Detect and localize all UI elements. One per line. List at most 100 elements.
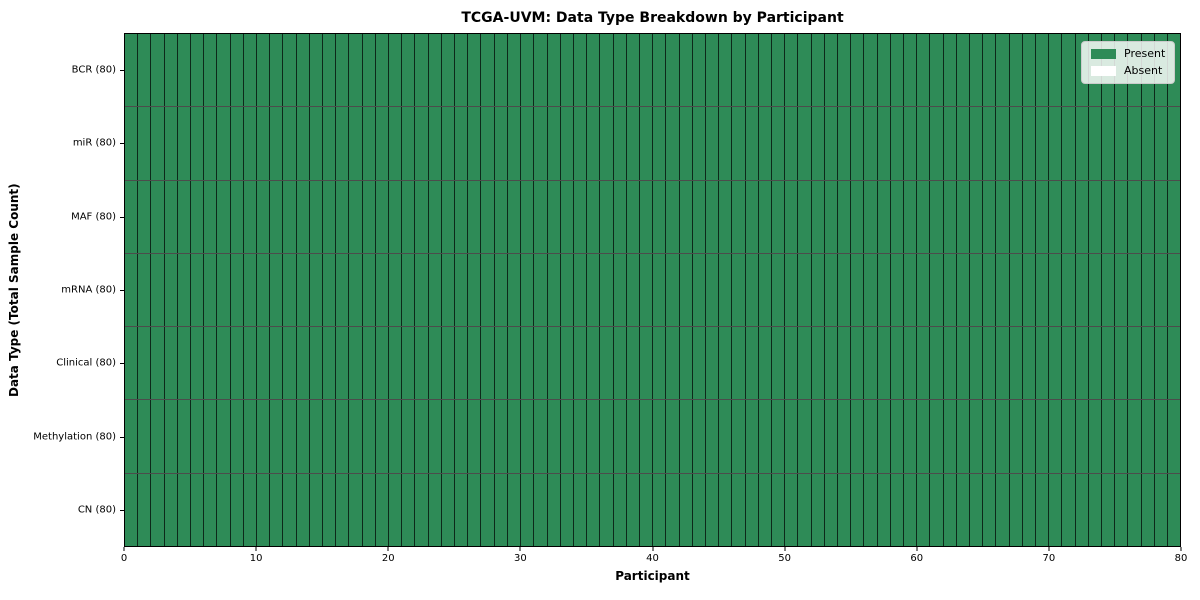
- heatmap-cell: [890, 107, 904, 180]
- heatmap-cell: [191, 327, 205, 400]
- heatmap-cell: [692, 400, 706, 473]
- heatmap-cell: [270, 327, 284, 400]
- heatmap-cell: [903, 473, 918, 546]
- heatmap-cell: [191, 180, 205, 253]
- legend-item: Absent: [1091, 65, 1165, 77]
- heatmap-cell: [521, 107, 535, 180]
- heatmap-cell: [560, 107, 574, 180]
- heatmap-cell: [745, 400, 759, 473]
- heatmap-cell: [1062, 107, 1076, 180]
- heatmap-cell: [745, 473, 759, 546]
- heatmap-cell: [230, 253, 244, 327]
- y-tick-label: BCR (80): [71, 64, 116, 76]
- heatmap-cell: [666, 34, 680, 107]
- heatmap-cell: [573, 180, 588, 253]
- heatmap-cell: [507, 180, 522, 253]
- heatmap-cell: [534, 473, 548, 546]
- heatmap-cell: [177, 34, 192, 107]
- heatmap-cell: [1036, 34, 1050, 107]
- heatmap-cell: [547, 34, 561, 107]
- heatmap-cell: [639, 327, 654, 400]
- heatmap-cell: [587, 473, 601, 546]
- heatmap-cell: [138, 253, 152, 327]
- heatmap-cell: [455, 253, 469, 327]
- heatmap-cell: [600, 107, 614, 180]
- heatmap-cell: [204, 34, 218, 107]
- legend-label: Present: [1124, 47, 1166, 60]
- legend-label: Absent: [1124, 64, 1163, 77]
- heatmap-cell: [230, 180, 244, 253]
- heatmap-cell: [811, 473, 825, 546]
- heatmap-cell: [494, 473, 508, 546]
- heatmap-cell: [428, 34, 442, 107]
- heatmap-cell: [507, 34, 522, 107]
- heatmap-cell: [626, 253, 640, 327]
- heatmap-cell: [415, 107, 429, 180]
- heatmap-cell: [639, 473, 654, 546]
- heatmap-cell: [217, 400, 231, 473]
- heatmap-cell: [389, 34, 403, 107]
- heatmap-cell: [679, 473, 693, 546]
- heatmap-cell: [917, 327, 931, 400]
- heatmap-cell: [653, 180, 667, 253]
- heatmap-cell: [468, 107, 482, 180]
- heatmap-cell: [970, 253, 984, 327]
- heatmap-cell: [732, 34, 746, 107]
- heatmap-cell: [257, 34, 271, 107]
- heatmap-cell: [534, 327, 548, 400]
- heatmap-cell: [507, 400, 522, 473]
- heatmap-cell: [1075, 253, 1089, 327]
- heatmap-cell: [1141, 473, 1155, 546]
- heatmap-cell: [389, 400, 403, 473]
- heatmap-cell: [283, 34, 297, 107]
- heatmap-row: [125, 253, 1181, 328]
- heatmap-cell: [745, 34, 759, 107]
- heatmap-cell: [785, 107, 799, 180]
- heatmap-cell: [653, 400, 667, 473]
- x-tick-mark: [123, 547, 125, 551]
- heatmap-cell: [547, 473, 561, 546]
- heatmap-cell: [1168, 473, 1181, 546]
- heatmap-cell: [864, 400, 878, 473]
- heatmap-cell: [441, 400, 456, 473]
- heatmap-cell: [1154, 180, 1169, 253]
- heatmap-cell: [362, 327, 376, 400]
- heatmap-cell: [323, 473, 337, 546]
- heatmap-cell: [151, 473, 165, 546]
- heatmap-cell: [336, 327, 350, 400]
- heatmap-cell: [336, 180, 350, 253]
- heatmap-cell: [943, 400, 957, 473]
- heatmap-cell: [415, 253, 429, 327]
- heatmap-cell: [191, 34, 205, 107]
- heatmap-cell: [1141, 253, 1155, 327]
- heatmap-cell: [257, 327, 271, 400]
- heatmap-row: [125, 34, 1181, 108]
- heatmap-cell: [719, 327, 733, 400]
- heatmap-cell: [1062, 400, 1076, 473]
- heatmap-cell: [943, 34, 957, 107]
- heatmap-cell: [679, 180, 693, 253]
- heatmap-cell: [666, 400, 680, 473]
- heatmap-cell: [956, 327, 970, 400]
- y-tick-label: CN (80): [77, 504, 116, 516]
- heatmap-cell: [600, 180, 614, 253]
- heatmap-cell: [1154, 327, 1169, 400]
- heatmap-cell: [666, 473, 680, 546]
- heatmap-cell: [1102, 180, 1116, 253]
- heatmap-cell: [1009, 473, 1023, 546]
- heatmap-cell: [204, 107, 218, 180]
- heatmap-cell: [837, 253, 852, 327]
- heatmap-cell: [639, 400, 654, 473]
- heatmap-cell: [402, 473, 416, 546]
- heatmap-cell: [389, 473, 403, 546]
- heatmap-cell: [983, 327, 997, 400]
- heatmap-cell: [270, 253, 284, 327]
- y-tick-labels: BCR (80) miR (80) MAF (80) mRNA (80) Clinica…: [0, 33, 116, 547]
- legend-swatch-present: [1091, 49, 1116, 59]
- heatmap-cell: [1022, 327, 1037, 400]
- heatmap-cell: [824, 253, 838, 327]
- heatmap-cell: [1009, 400, 1023, 473]
- heatmap-cell: [1102, 473, 1116, 546]
- heatmap-cell: [494, 327, 508, 400]
- heatmap-cell: [956, 107, 970, 180]
